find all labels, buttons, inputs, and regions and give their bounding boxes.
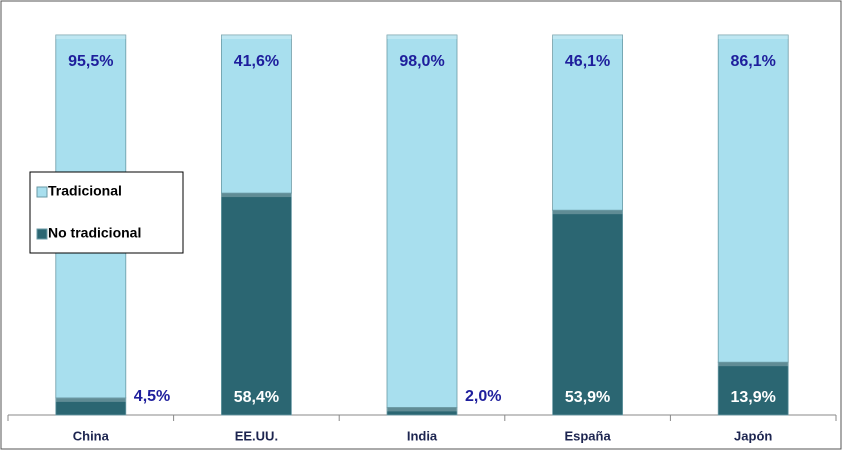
bar-segment	[386, 34, 458, 408]
bar-cap	[221, 193, 292, 198]
bar-segment	[717, 361, 789, 416]
value-label: 53,9%	[565, 389, 610, 406]
value-label: 58,4%	[234, 389, 279, 406]
bar-cap	[55, 35, 126, 39]
bar-segment	[220, 192, 292, 416]
legend-swatch	[36, 186, 48, 198]
x-tick-label: Japón	[734, 428, 772, 443]
x-tick-label: India	[407, 428, 438, 443]
x-tick-label: EE.UU.	[235, 428, 278, 443]
legend-box	[29, 171, 184, 254]
x-tick-label: China	[73, 428, 110, 443]
legend-label: No tradicional	[48, 225, 141, 241]
bar-cap	[55, 397, 126, 402]
value-label: 46,1%	[565, 53, 610, 70]
legend-swatch	[36, 228, 48, 240]
bar-cap	[387, 407, 457, 412]
bar-segment	[717, 34, 789, 363]
value-label: 41,6%	[234, 53, 279, 70]
x-tick-label: España	[564, 428, 611, 443]
bar-cap	[718, 362, 789, 367]
value-label: 2,0%	[465, 388, 501, 405]
legend-label: Tradicional	[48, 183, 122, 199]
bar-cap	[718, 35, 789, 39]
bar-cap	[552, 210, 623, 215]
value-label: 98,0%	[399, 53, 444, 70]
bar-segment	[552, 34, 623, 211]
bar-cap	[552, 35, 623, 39]
bar-segment	[552, 209, 623, 416]
value-label: 13,9%	[731, 389, 776, 406]
value-label: 4,5%	[134, 388, 170, 405]
bar-cap	[387, 35, 457, 39]
bar-segment	[220, 34, 292, 194]
bar-cap	[221, 35, 292, 39]
value-label: 86,1%	[731, 53, 776, 70]
value-label: 95,5%	[68, 53, 113, 70]
legend: Tradicional No tradicional	[29, 171, 184, 254]
